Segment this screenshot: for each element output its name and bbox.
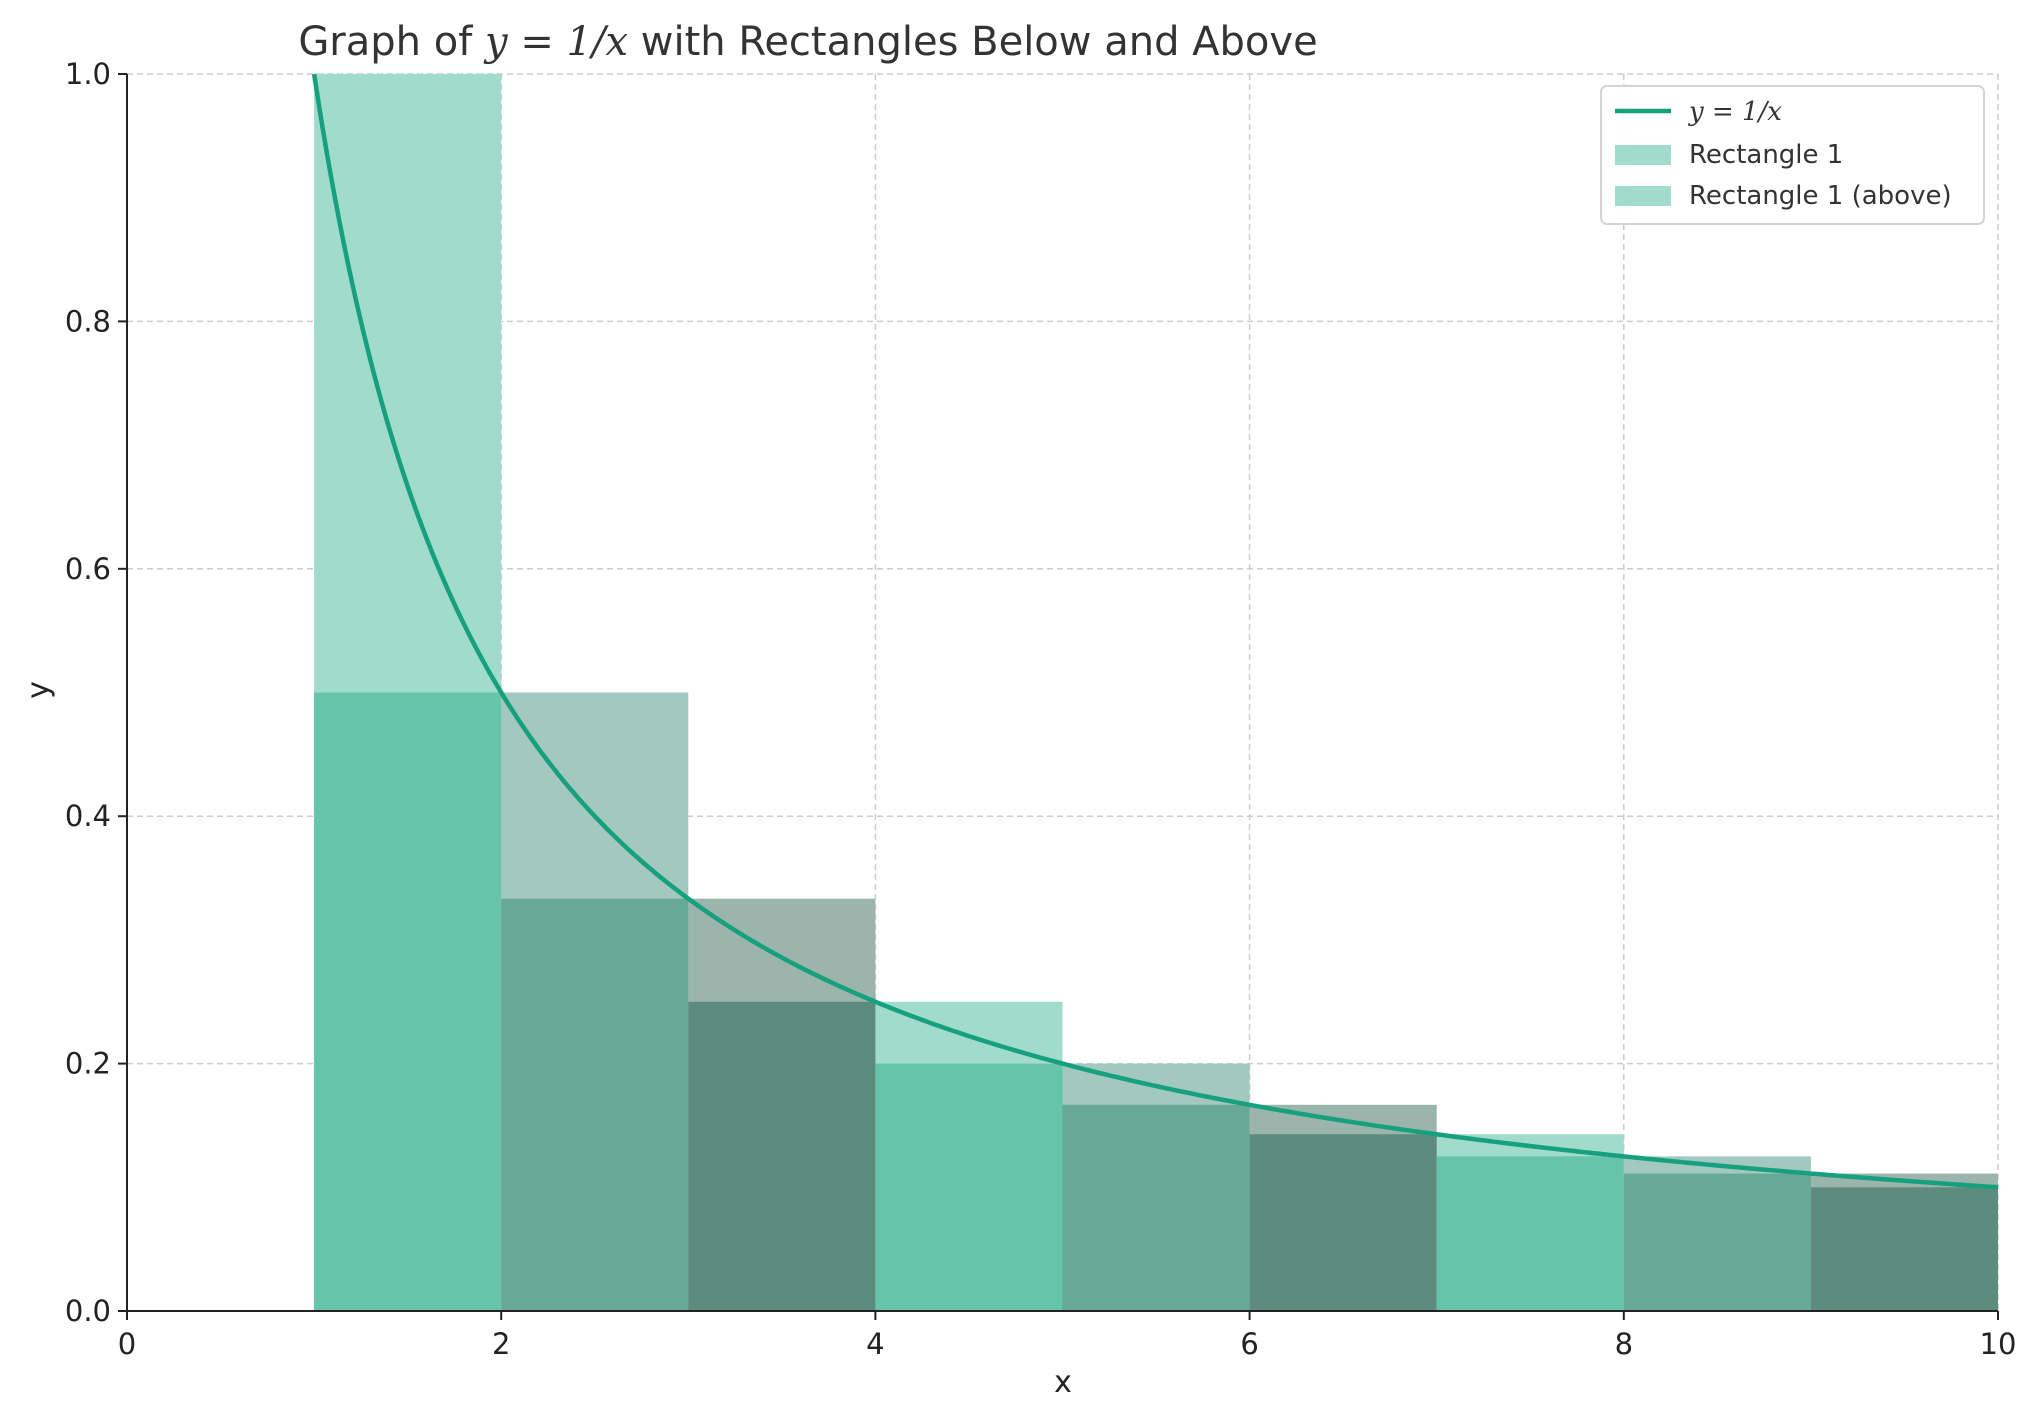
rectangles-below-layer: [314, 692, 1998, 1311]
y-tick-label-3: 0.6: [65, 552, 111, 586]
x-tick-label-5: 10: [1980, 1327, 2017, 1361]
rectangle-below-6: [1249, 1134, 1437, 1311]
rectangle-below-1: [314, 692, 502, 1311]
y-tick-label-2: 0.4: [65, 799, 111, 833]
chart-title-suffix: with Rectangles Below and Above: [628, 19, 1318, 65]
chart-title-math: y = 1/x: [483, 19, 628, 65]
legend-curve-label: y = 1/x: [1688, 97, 1782, 127]
y-tick-label-0: 0.0: [65, 1294, 111, 1328]
rectangle-below-8: [1623, 1173, 1811, 1311]
x-axis-label: x: [1054, 1365, 1072, 1400]
rectangle-below-3: [688, 1001, 876, 1311]
x-tick-label-1: 2: [492, 1327, 510, 1361]
x-tick-label-0: 0: [118, 1327, 136, 1361]
rectangle-below-9: [1810, 1187, 1998, 1311]
legend-frame: [1600, 85, 1985, 225]
x-tick-label-2: 4: [866, 1327, 884, 1361]
chart-title: Graph of y = 1/x with Rectangles Below a…: [298, 19, 1317, 65]
curve-y-equals-1-over-x: [311, 73, 1999, 1190]
rectangle-below-7: [1436, 1156, 1624, 1311]
y-tick-label-5: 1.0: [65, 57, 111, 91]
y-axis-label: y: [21, 681, 56, 699]
legend: y = 1/x Rectangle 1 Rectangle 1 (above): [1600, 85, 1985, 225]
rectangle-below-5: [1062, 1104, 1250, 1311]
x-tick-label-3: 6: [1240, 1327, 1258, 1361]
chart-title-prefix: Graph of: [298, 19, 485, 65]
y-tick-label-1: 0.2: [65, 1047, 111, 1081]
legend-rect-below-swatch: [1615, 145, 1671, 165]
y-tick-label-4: 0.8: [65, 304, 111, 338]
axis-layer: 0 2 4 6 8 10 0.0 0.2 0.4 0.6 0.8 1.0: [65, 57, 2017, 1361]
rectangle-below-4: [875, 1063, 1063, 1311]
legend-rect-above-swatch: [1615, 186, 1671, 206]
rectangle-below-2: [501, 898, 689, 1311]
x-tick-label-4: 8: [1615, 1327, 1633, 1361]
legend-rect-above-label: Rectangle 1 (above): [1689, 181, 1952, 211]
legend-rect-below-label: Rectangle 1: [1689, 140, 1843, 170]
